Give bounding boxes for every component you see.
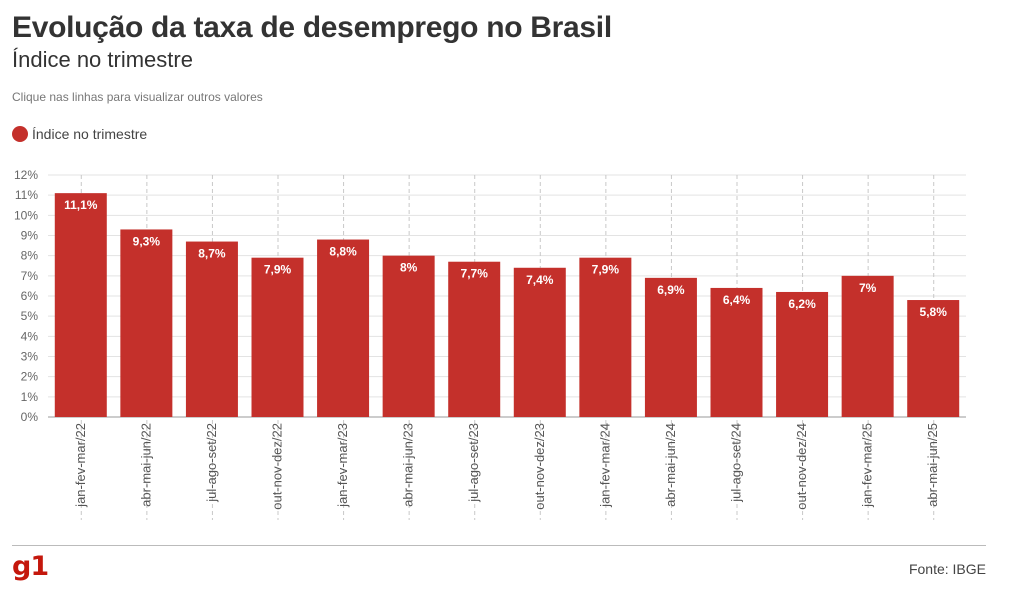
bar[interactable]: [841, 275, 894, 417]
y-tick-label: 1%: [21, 390, 39, 404]
y-tick-label: 4%: [21, 329, 39, 343]
bar[interactable]: [120, 229, 173, 417]
x-tick-label: out-nov-dez/24: [794, 423, 809, 510]
legend-dot-icon: [12, 126, 28, 142]
legend[interactable]: Índice no trimestre: [12, 126, 147, 142]
footer-divider: [12, 545, 986, 546]
bar-value-label: 9,3%: [133, 234, 161, 248]
y-tick-label: 12%: [14, 168, 38, 182]
x-tick-label: abr-mai-jun/22: [138, 423, 153, 507]
bar-value-label: 11,1%: [64, 198, 98, 212]
bar-value-label: 7,9%: [264, 263, 292, 277]
bar[interactable]: [710, 287, 763, 417]
interaction-hint: Clique nas linhas para visualizar outros…: [12, 90, 263, 104]
y-tick-label: 10%: [14, 208, 38, 222]
y-tick-label: 6%: [21, 289, 39, 303]
x-tick-label: abr-mai-jun/25: [925, 423, 940, 507]
bar-value-label: 8%: [400, 261, 418, 275]
y-tick-label: 3%: [21, 350, 39, 364]
bar-value-label: 6,9%: [657, 283, 685, 297]
y-tick-label: 2%: [21, 370, 39, 384]
y-tick-label: 5%: [21, 309, 39, 323]
bar-value-label: 7,9%: [592, 263, 620, 277]
y-tick-label: 8%: [21, 249, 39, 263]
bar[interactable]: [185, 241, 238, 417]
bar[interactable]: [54, 193, 107, 417]
bar[interactable]: [579, 257, 632, 417]
x-tick-label: jan-fev-mar/24: [597, 423, 612, 508]
chart-subtitle: Índice no trimestre: [12, 47, 193, 72]
bar[interactable]: [644, 277, 697, 417]
bar-value-label: 7,7%: [461, 267, 489, 281]
g1-logo[interactable]: g1: [12, 551, 49, 582]
bar[interactable]: [317, 239, 370, 417]
x-tick-label: jan-fev-mar/22: [73, 423, 88, 508]
bar[interactable]: [448, 261, 501, 417]
bar-value-label: 8,7%: [198, 247, 226, 261]
bar-value-label: 7%: [859, 281, 877, 295]
x-tick-label: out-nov-dez/23: [532, 423, 547, 510]
bar[interactable]: [513, 267, 566, 417]
x-tick-label: jan-fev-mar/23: [335, 423, 350, 508]
x-tick-label: abr-mai-jun/24: [663, 423, 678, 507]
x-tick-label: jul-ago-set/23: [466, 423, 481, 503]
bar-chart: 0% 1% 2% 3% 4% 5% 6% 7% 8% 9% 10% 11% 12% 11,1% jan-fe…: [14, 168, 966, 520]
bar[interactable]: [907, 300, 960, 417]
chart-title: Evolução da taxa de desemprego no Brasil: [12, 11, 612, 44]
y-tick-label: 9%: [21, 229, 39, 243]
bar-value-label: 5,8%: [920, 305, 948, 319]
y-tick-label: 7%: [21, 269, 39, 283]
bar-value-label: 6,2%: [788, 297, 816, 311]
legend-label: Índice no trimestre: [32, 126, 148, 142]
y-tick-label: 11%: [15, 188, 38, 202]
source-credit: Fonte: IBGE: [908, 561, 986, 577]
x-tick-label: jul-ago-set/22: [204, 423, 219, 503]
y-tick-label: 0%: [21, 410, 39, 424]
bar[interactable]: [776, 291, 829, 417]
x-tick-label: abr-mai-jun/23: [401, 423, 416, 507]
x-tick-label: jan-fev-mar/25: [860, 423, 875, 508]
bar-value-label: 7,4%: [526, 273, 554, 287]
x-tick-label: jul-ago-set/24: [729, 423, 744, 503]
bar[interactable]: [382, 255, 435, 417]
bar-value-label: 6,4%: [723, 293, 751, 307]
x-tick-label: out-nov-dez/22: [270, 423, 285, 510]
bar-value-label: 8,8%: [329, 245, 357, 259]
bar[interactable]: [251, 257, 304, 417]
